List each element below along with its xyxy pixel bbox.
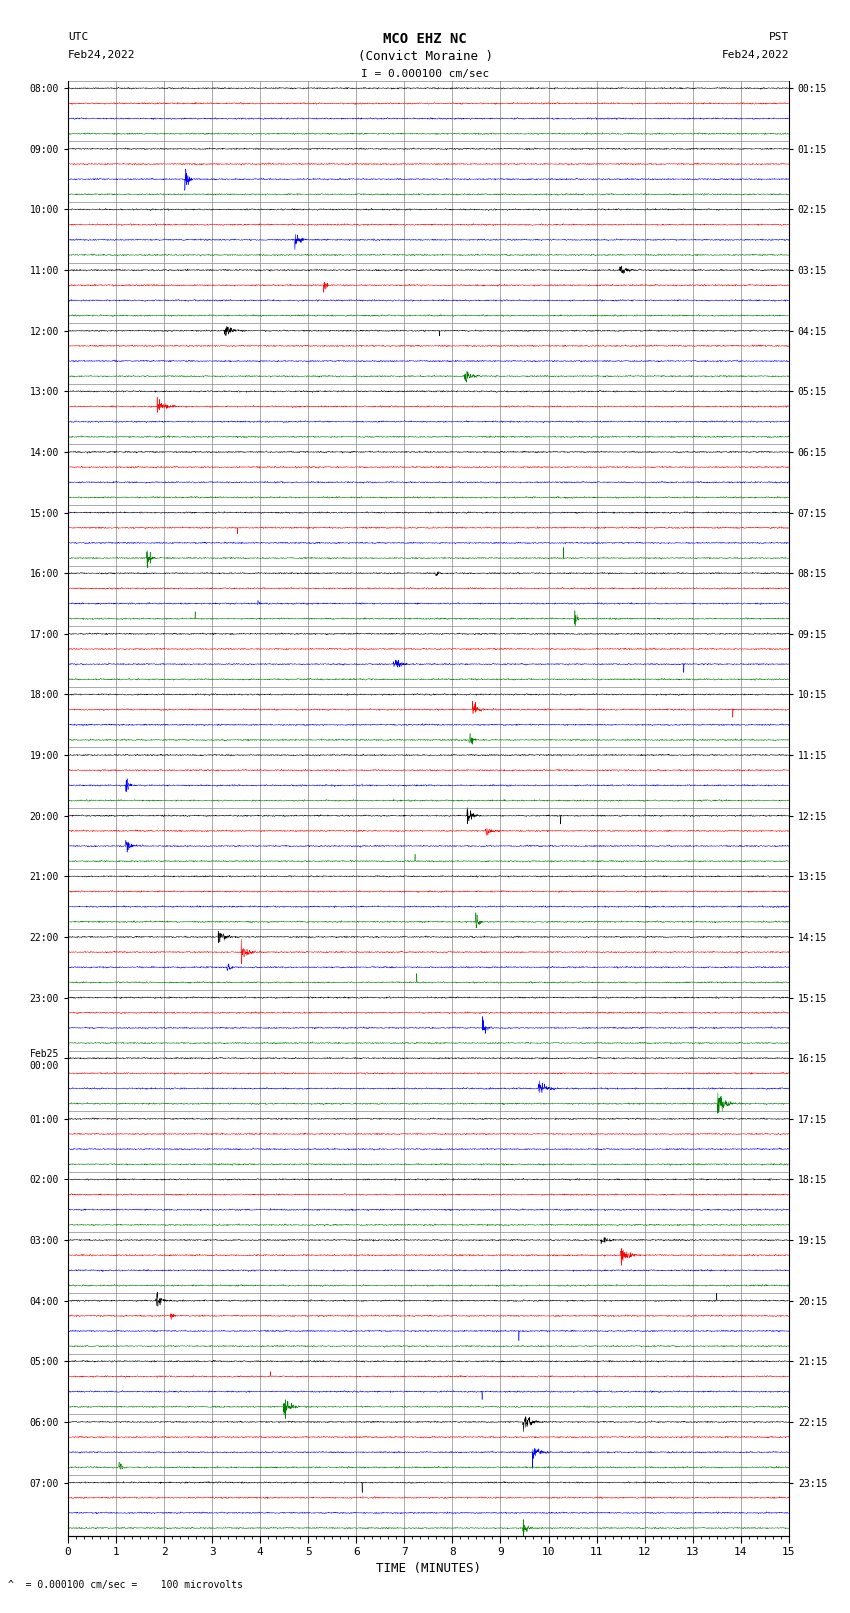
Text: Feb24,2022: Feb24,2022 (722, 50, 789, 60)
Text: ^  = 0.000100 cm/sec =    100 microvolts: ^ = 0.000100 cm/sec = 100 microvolts (8, 1581, 243, 1590)
Text: (Convict Moraine ): (Convict Moraine ) (358, 50, 492, 63)
Text: UTC: UTC (68, 32, 88, 42)
X-axis label: TIME (MINUTES): TIME (MINUTES) (376, 1561, 481, 1574)
Text: I = 0.000100 cm/sec: I = 0.000100 cm/sec (361, 69, 489, 79)
Text: PST: PST (768, 32, 789, 42)
Text: MCO EHZ NC: MCO EHZ NC (383, 32, 467, 47)
Text: Feb24,2022: Feb24,2022 (68, 50, 135, 60)
